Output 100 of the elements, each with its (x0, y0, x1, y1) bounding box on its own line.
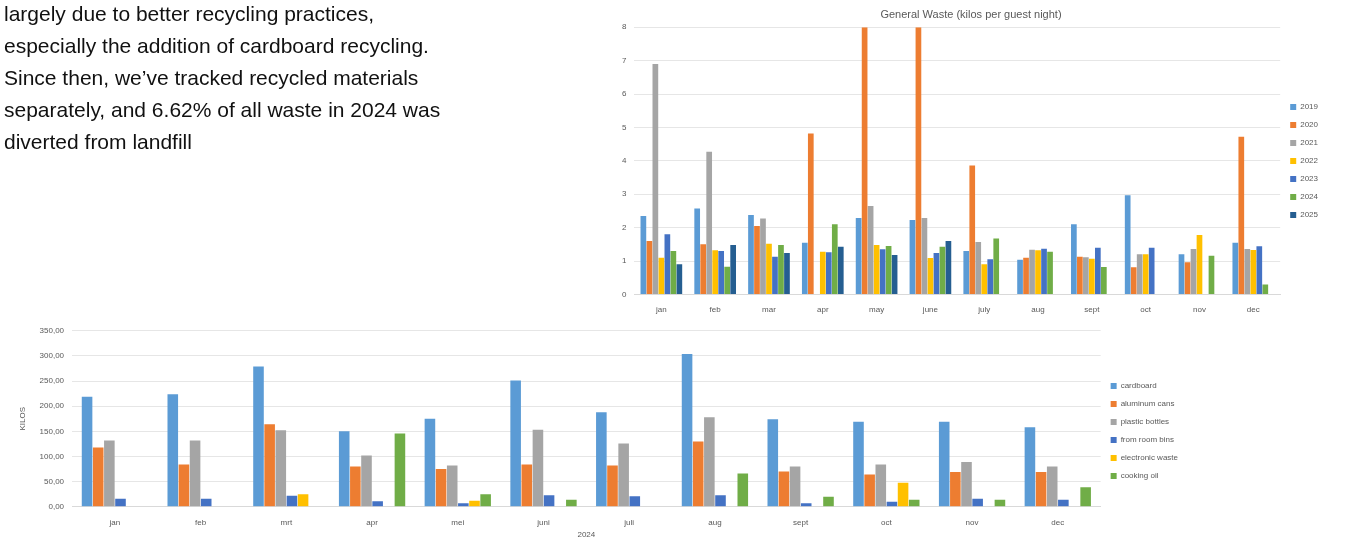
bar (189, 440, 201, 507)
y-tick-label: 0,00 (48, 502, 65, 511)
bar (825, 252, 832, 294)
bar (1101, 267, 1107, 294)
bar (676, 264, 683, 294)
y-axis-title: KILOS (18, 407, 27, 431)
bar (837, 246, 844, 294)
y-tick-label: 250,00 (39, 376, 65, 386)
bar (963, 250, 970, 294)
text: largely due to better recycling practices, (4, 1, 375, 27)
bar (566, 499, 577, 507)
bar (692, 441, 704, 507)
y-tick-label: 8 (622, 22, 627, 32)
legend-label: cooking oil (1120, 471, 1159, 481)
bar (361, 455, 372, 507)
bar (784, 252, 790, 294)
bar (115, 498, 126, 507)
bar (1080, 487, 1091, 507)
y-tick-label: 3 (622, 189, 627, 199)
x-tick-label: mar (762, 305, 777, 315)
bar (715, 495, 726, 507)
y-tick-label: 2 (622, 222, 627, 232)
x-tick-label: aug (708, 517, 722, 527)
text: especially the addition of cardboard recycling. (4, 33, 430, 59)
y-tick-label: 300,00 (39, 351, 65, 361)
x-tick-label: july (977, 305, 991, 315)
y-tick-label: 1 (622, 256, 627, 266)
bar (178, 464, 190, 507)
text: separately, and 6.62% of all waste in 2024 was (4, 97, 442, 123)
x-tick-label: apr (366, 517, 379, 527)
bar (1017, 259, 1023, 294)
bar (712, 250, 719, 294)
bar (1124, 195, 1131, 294)
bar (253, 366, 264, 507)
bar (730, 244, 737, 294)
bar (1142, 254, 1149, 294)
legend-label: from room bins (1120, 435, 1174, 445)
bar (372, 501, 383, 507)
bar (1071, 224, 1077, 294)
bar (864, 474, 875, 507)
bar (394, 433, 406, 507)
x-tick-label: juni (536, 517, 550, 527)
y-tick-label: 0 (622, 289, 627, 299)
bar (435, 469, 447, 507)
bar (458, 503, 469, 507)
y-tick-label: 7 (622, 55, 627, 65)
bar (748, 214, 754, 294)
bar (1035, 472, 1047, 507)
bar (1089, 258, 1095, 294)
x-tick-label: juli (623, 517, 635, 527)
bar (694, 208, 701, 294)
bar (767, 419, 779, 507)
bar (897, 482, 909, 507)
y-tick-label: 350,00 (39, 326, 65, 335)
bar (543, 495, 555, 507)
bar (480, 494, 491, 507)
bar (521, 464, 533, 507)
bar (297, 494, 309, 507)
bar (1035, 250, 1041, 294)
bar (704, 417, 715, 507)
bar (823, 496, 834, 507)
bar (987, 259, 994, 294)
bar (1083, 257, 1089, 294)
bar (1130, 267, 1137, 294)
bar (424, 418, 436, 507)
bar (807, 133, 814, 294)
x-axis-title: 2024 (577, 530, 596, 540)
bar (975, 241, 982, 294)
bar (446, 465, 458, 507)
bar (1047, 251, 1053, 294)
bar (350, 466, 361, 507)
bar (737, 473, 749, 507)
bar (1262, 284, 1269, 294)
x-tick-label: jan (655, 305, 667, 315)
bar (532, 429, 544, 507)
bar (92, 447, 104, 507)
bar (1244, 248, 1251, 294)
y-tick-label: 50,00 (44, 476, 65, 486)
bar (275, 430, 287, 507)
y-tick-label: 5 (622, 122, 627, 132)
bar (596, 412, 607, 507)
bar (1148, 247, 1155, 294)
bar (819, 251, 826, 294)
bar (950, 472, 961, 507)
bar (1250, 249, 1257, 294)
x-tick-label: mrt (280, 517, 293, 527)
bar (981, 264, 988, 294)
y-tick-label: 200,00 (39, 401, 65, 411)
bar (778, 471, 790, 507)
x-tick-label: nov (1193, 305, 1206, 315)
x-tick-label: feb (709, 305, 722, 315)
bar (875, 464, 887, 507)
bar (766, 243, 772, 294)
bar (1023, 257, 1029, 294)
bar (969, 165, 976, 294)
bar (772, 256, 778, 294)
bar (706, 151, 713, 294)
x-tick-label: may (869, 305, 885, 315)
y-tick-label: 6 (622, 89, 627, 99)
bar (510, 380, 521, 507)
